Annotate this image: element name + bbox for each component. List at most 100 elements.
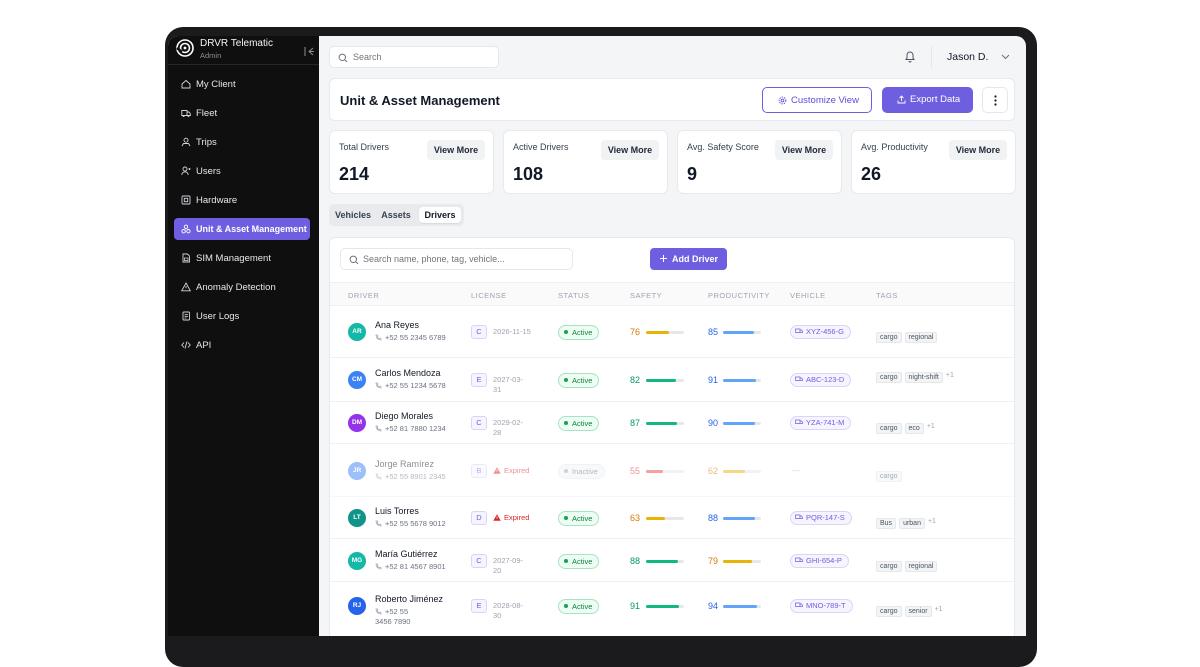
safety-score: 63 bbox=[630, 513, 641, 523]
customize-view-button[interactable]: Customize View bbox=[762, 87, 872, 113]
truck-icon bbox=[181, 110, 191, 117]
sidebar-item-anomaly-detection[interactable]: Anomaly Detection bbox=[174, 276, 310, 298]
table-row[interactable]: MG María Gutiérrez +52 81 4567 8901 C 20… bbox=[330, 539, 1014, 582]
driver-name[interactable]: Luis Torres bbox=[375, 506, 419, 516]
phone-icon bbox=[375, 563, 382, 570]
table-header: DRIVER LICENSE STATUS SAFETY PRODUCTIVIT… bbox=[330, 282, 1014, 306]
sidebar-item-trips[interactable]: Trips bbox=[174, 131, 310, 153]
safety-bar bbox=[646, 379, 684, 382]
truck-icon bbox=[795, 602, 803, 607]
sidebar-item-user-logs[interactable]: User Logs bbox=[174, 305, 310, 327]
table-row[interactable]: DM Diego Morales +52 81 7880 1234 C 2029… bbox=[330, 402, 1014, 444]
sidebar-item-unit-asset-management[interactable]: Unit & Asset Management bbox=[174, 218, 310, 240]
column-productivity[interactable]: PRODUCTIVITY bbox=[708, 291, 770, 300]
safety-bar-fill bbox=[646, 560, 678, 563]
topbar: Jason D. bbox=[319, 36, 1026, 77]
view-more-button[interactable]: View More bbox=[949, 140, 1007, 160]
license-class: E bbox=[471, 599, 487, 613]
stat-card-avg-safety-score: Avg. Safety Score 9 View More bbox=[677, 130, 842, 194]
global-search-input[interactable] bbox=[353, 50, 493, 64]
user-name[interactable]: Jason D. bbox=[947, 51, 989, 63]
add-driver-button[interactable]: Add Driver bbox=[650, 248, 727, 270]
add-driver-label: Add Driver bbox=[672, 254, 719, 264]
tags-more[interactable]: +1 bbox=[945, 372, 954, 379]
sidebar-item-hardware[interactable]: Hardware bbox=[174, 189, 310, 211]
sidebar-item-api[interactable]: API bbox=[174, 334, 310, 356]
vehicle-badge[interactable]: YZA-741-M bbox=[790, 416, 852, 430]
table-row[interactable]: AR Ana Reyes +52 55 2345 6789 C 2026-11-… bbox=[330, 306, 1014, 358]
tab-vehicles[interactable]: Vehicles bbox=[334, 210, 372, 220]
column-driver[interactable]: DRIVER bbox=[348, 291, 380, 300]
sidebar-item-my-client[interactable]: My Client bbox=[174, 73, 310, 95]
avatar: AR bbox=[348, 323, 366, 341]
driver-name[interactable]: María Gutiérrez bbox=[375, 549, 438, 559]
tags-more[interactable]: +1 bbox=[927, 518, 936, 525]
view-more-button[interactable]: View More bbox=[775, 140, 833, 160]
global-search[interactable] bbox=[329, 46, 499, 68]
export-data-button[interactable]: Export Data bbox=[882, 87, 973, 113]
view-more-button[interactable]: View More bbox=[601, 140, 659, 160]
status-dot bbox=[564, 378, 568, 382]
status-badge: Active bbox=[558, 554, 600, 569]
productivity-bar-fill bbox=[723, 605, 757, 608]
driver-name[interactable]: Carlos Mendoza bbox=[375, 368, 441, 378]
driver-name[interactable]: Roberto Jiménez bbox=[375, 594, 444, 604]
productivity-bar-fill bbox=[723, 422, 755, 425]
safety-bar bbox=[646, 517, 684, 520]
more-options-button[interactable] bbox=[982, 87, 1008, 113]
column-tags[interactable]: TAGS bbox=[876, 291, 898, 300]
table-row[interactable]: LT Luis Torres +52 55 5678 9012 D Expire… bbox=[330, 497, 1014, 539]
driver-search-input[interactable] bbox=[363, 252, 563, 266]
truck-icon bbox=[795, 376, 803, 381]
vehicle-badge[interactable]: GHI-654-P bbox=[790, 554, 849, 568]
productivity-score: 85 bbox=[708, 327, 719, 337]
vehicle-badge[interactable]: PQR-147-S bbox=[790, 511, 852, 525]
productivity-score: 91 bbox=[708, 375, 719, 385]
driver-search[interactable] bbox=[340, 248, 573, 270]
table-row[interactable]: RJ Roberto Jiménez +52 55 3456 7890 E 20… bbox=[330, 582, 1014, 636]
license-date: 2028-08-30 bbox=[493, 601, 524, 620]
chevron-down-icon[interactable] bbox=[1001, 53, 1010, 60]
driver-name[interactable]: Diego Morales bbox=[375, 411, 434, 421]
license-date: 2029-02-28 bbox=[493, 418, 524, 437]
table-row[interactable]: CM Carlos Mendoza +52 55 1234 5678 E 202… bbox=[330, 358, 1014, 402]
vehicle-badge[interactable]: XYZ-456-G bbox=[790, 325, 851, 339]
avatar: MG bbox=[348, 552, 366, 570]
phone-icon bbox=[375, 520, 382, 527]
warning-icon bbox=[493, 514, 501, 521]
sidebar-item-users[interactable]: Users bbox=[174, 160, 310, 182]
tags-more[interactable]: +1 bbox=[934, 606, 943, 613]
route-icon bbox=[181, 137, 191, 147]
collapse-sidebar-icon[interactable] bbox=[304, 46, 315, 57]
tab-assets[interactable]: Assets bbox=[381, 210, 411, 220]
table-row[interactable]: JR Jorge Ramírez +52 55 8901 2345 B Expi… bbox=[330, 444, 1014, 497]
driver-name[interactable]: Ana Reyes bbox=[375, 320, 420, 330]
avatar: DM bbox=[348, 414, 366, 432]
license-expired: Expired bbox=[493, 466, 529, 475]
column-license[interactable]: LICENSE bbox=[471, 291, 507, 300]
column-status[interactable]: STATUS bbox=[558, 291, 590, 300]
status-dot bbox=[564, 559, 568, 563]
logs-icon bbox=[182, 311, 190, 321]
safety-score: 88 bbox=[630, 556, 641, 566]
safety-bar bbox=[646, 560, 684, 563]
warning-icon bbox=[493, 467, 501, 474]
productivity-bar bbox=[723, 379, 761, 382]
sidebar-item-fleet[interactable]: Fleet bbox=[174, 102, 310, 124]
bell-icon[interactable] bbox=[904, 50, 916, 63]
gear-icon bbox=[778, 96, 787, 105]
search-icon bbox=[338, 53, 348, 63]
driver-name[interactable]: Jorge Ramírez bbox=[375, 459, 435, 469]
app-role: Admin bbox=[200, 51, 222, 60]
column-vehicle[interactable]: VEHICLE bbox=[790, 291, 826, 300]
sidebar: DRVR Telematic Admin My Client Fleet Tri… bbox=[168, 36, 319, 636]
sidebar-item-sim-management[interactable]: SIM Management bbox=[174, 247, 310, 269]
vehicle-badge[interactable]: ABC-123-D bbox=[790, 373, 852, 387]
view-more-button[interactable]: View More bbox=[427, 140, 485, 160]
stat-label: Total Drivers bbox=[339, 142, 390, 152]
tab-drivers[interactable]: Drivers bbox=[419, 207, 461, 223]
column-safety[interactable]: SAFETY bbox=[630, 291, 663, 300]
safety-bar-fill bbox=[646, 422, 677, 425]
tags-more[interactable]: +1 bbox=[926, 423, 935, 430]
vehicle-badge[interactable]: MNO-789-T bbox=[790, 599, 853, 613]
